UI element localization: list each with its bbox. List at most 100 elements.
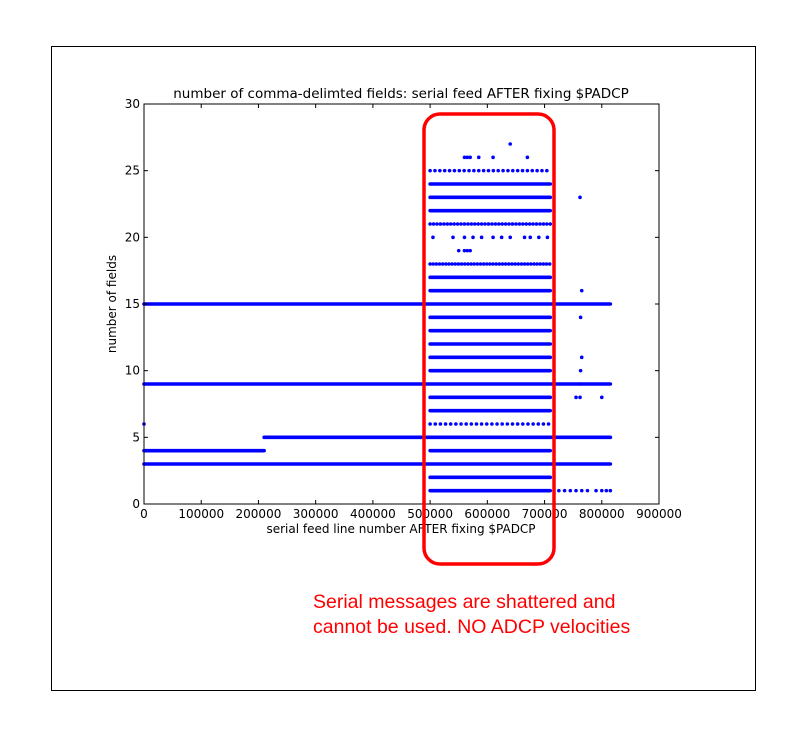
data-point [438,422,443,426]
data-point [568,488,573,493]
data-point [510,222,515,226]
data-point [541,422,546,426]
data-point [529,262,533,266]
x-axis-label: serial feed line number AFTER fixing $PA… [266,522,535,536]
data-point [490,222,494,226]
data-point [428,422,432,426]
axis-ticks: 0 100000 200000 300000 400000 500000 600000 700… [125,97,682,521]
data-point [494,262,499,266]
data-point [525,155,530,160]
data-point [481,168,486,173]
data-point [516,262,521,266]
data-point [519,262,524,266]
x-tick-label: 0 [140,507,148,521]
y-tick-label: 25 [125,164,140,178]
data-points [142,142,613,493]
data-point [462,168,466,173]
data-point [453,262,458,266]
data-point [428,222,432,226]
data-point [541,222,546,226]
data-point [456,248,461,253]
data-point [495,422,499,426]
data-point [500,222,505,226]
data-point [608,488,613,493]
data-point [452,168,457,173]
data-point [594,488,598,493]
data-point [486,222,491,226]
data-point [447,168,452,173]
data-point [497,262,502,266]
data-point [585,488,590,493]
data-point [521,422,525,426]
data-point [510,262,514,266]
x-tick-label: 200000 [236,507,282,521]
data-point [456,262,461,266]
data-point [579,355,584,360]
data-point [514,222,518,226]
data-point [506,262,511,266]
data-point [491,168,496,173]
data-point [435,222,439,226]
data-point [503,262,508,266]
data-point [466,262,470,266]
y-tick-label: 5 [132,430,140,444]
data-point [538,222,542,226]
data-point [467,168,471,173]
data-point [491,155,495,160]
annotation-line-2: cannot be used. NO ADCP velocities [313,616,631,638]
data-point [448,222,453,226]
data-point [490,422,494,426]
data-point [438,222,443,226]
data-point [462,235,467,240]
data-point [484,262,489,266]
y-axis-label: number of fields [105,255,119,353]
data-point [545,235,550,240]
x-tick-label: 600000 [464,507,510,521]
data-point [468,155,472,160]
y-tick-label: 0 [132,497,140,511]
y-tick-label: 20 [125,230,140,244]
data-point [440,262,445,266]
data-point [469,422,474,426]
data-point [545,222,549,226]
data-point [483,222,487,226]
data-point [537,235,541,240]
data-point [457,168,462,173]
data-point [454,422,458,426]
data-point [510,422,515,426]
data-point [448,422,453,426]
data-point [459,262,464,266]
data-point [578,368,583,373]
data-point [451,235,455,240]
data-point [500,422,505,426]
data-point [484,422,489,426]
data-point [578,395,582,400]
data-point [599,395,604,400]
data-point [479,235,484,240]
data-point [462,262,467,266]
data-point [574,395,578,400]
data-point [499,235,504,240]
data-point [520,168,525,173]
data-point [547,262,552,266]
data-point [545,168,549,173]
data-point [503,222,508,226]
data-point [452,222,456,226]
data-point [515,168,520,173]
data-point [472,168,476,173]
y-tick-label: 10 [125,364,140,378]
data-point [475,262,480,266]
data-point [472,262,476,266]
data-point [527,222,532,226]
y-tick-label: 30 [125,97,140,111]
chart-title: number of comma-delimted fields: serial … [173,86,629,102]
data-point [428,262,432,266]
data-point [431,222,436,226]
data-point [450,262,454,266]
data-point [517,222,522,226]
data-point [428,168,432,173]
data-point [465,155,470,160]
data-point [507,222,511,226]
figure-frame [51,46,756,691]
